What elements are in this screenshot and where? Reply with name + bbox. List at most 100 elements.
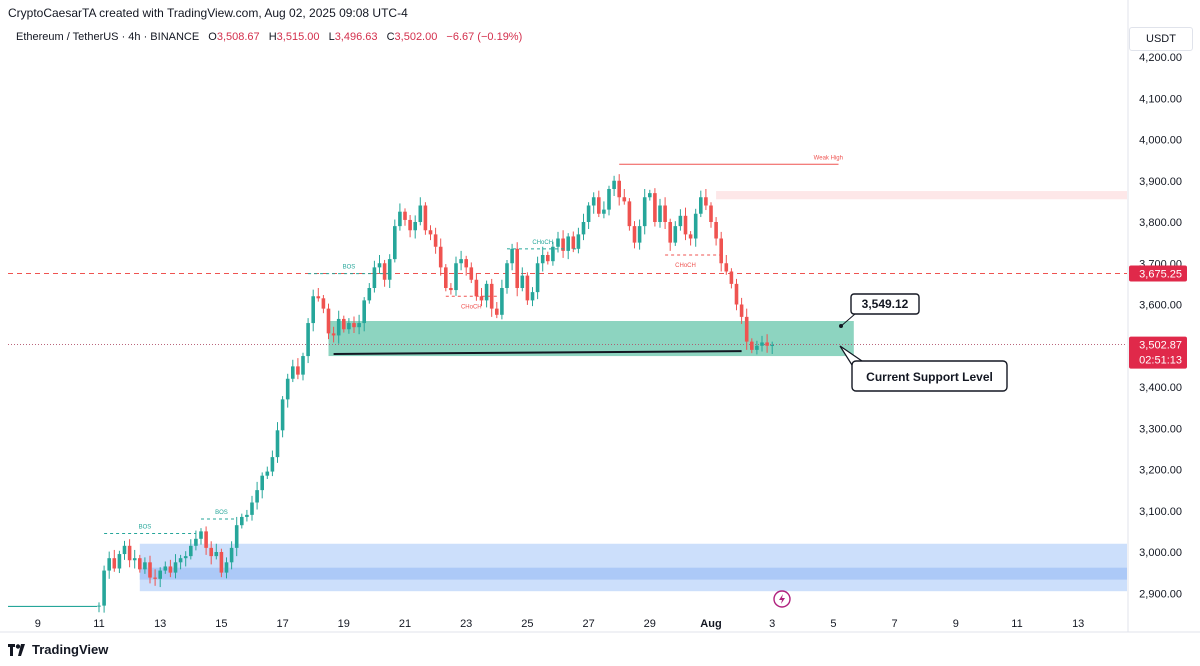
x-tick-label: 9: [35, 618, 41, 630]
candle-body: [178, 558, 183, 563]
candle-body: [408, 219, 412, 231]
low-value: 3,496.63: [334, 31, 378, 43]
candle-body: [474, 279, 479, 297]
low-label: L: [328, 31, 335, 43]
candle-body: [224, 562, 229, 573]
x-tick-label: 11: [1011, 618, 1022, 630]
candle-body: [489, 283, 494, 309]
candle-body: [209, 547, 213, 557]
candle-body: [275, 430, 280, 458]
y-tick-label: 3,200.00: [1139, 465, 1182, 477]
candle-body: [311, 296, 315, 324]
candle-body: [291, 366, 295, 379]
candle-body: [734, 283, 739, 305]
candle-body: [342, 318, 346, 330]
candle-body: [653, 193, 657, 222]
candle-body: [469, 267, 474, 280]
price-tag-current-text: 3,502.87: [1139, 340, 1182, 352]
candle-body: [398, 211, 402, 227]
candle-body: [127, 545, 132, 561]
candle-body: [107, 558, 111, 571]
annotation-label: CHoCH: [532, 240, 553, 246]
close-value: 3,502.00: [394, 31, 438, 43]
candle-body: [163, 566, 168, 571]
annotation-label: CHoCH: [675, 263, 696, 269]
candle-body: [352, 323, 356, 328]
candle-body: [673, 226, 678, 243]
x-tick-label: 7: [892, 618, 898, 630]
demand-zone-inner: [139, 567, 1128, 580]
candle-body: [632, 226, 637, 243]
candle-body: [112, 558, 117, 569]
candle-body: [260, 475, 264, 491]
x-tick-label: 9: [953, 618, 959, 630]
candle-body: [546, 255, 550, 262]
candle-body: [382, 263, 387, 280]
candle-body: [219, 552, 224, 573]
candle-body: [444, 267, 448, 288]
candle-body: [234, 525, 239, 548]
candle-body: [316, 296, 321, 299]
price-tag-current: [1129, 336, 1187, 369]
y-tick-label: 4,000.00: [1139, 135, 1182, 147]
candle-body: [709, 205, 713, 222]
candle-body: [418, 205, 423, 222]
price-tag-resistance: [1129, 265, 1187, 282]
candle-body: [372, 267, 377, 288]
candle-body: [265, 471, 270, 476]
x-tick-label: 23: [460, 618, 472, 630]
candle-body: [510, 248, 514, 264]
x-tick-label: 25: [521, 618, 533, 630]
y-tick-label: 3,600.00: [1139, 300, 1182, 312]
candle-body: [387, 259, 392, 280]
symbol-title[interactable]: Ethereum / TetherUS · 4h · BINANCE: [16, 31, 200, 43]
tradingview-logo-icon: [8, 643, 25, 656]
symbol-legend: Ethereum / TetherUS · 4h · BINANCE O 3,50…: [16, 31, 522, 43]
tradingview-logo: TradingView: [8, 642, 108, 657]
candle-body: [183, 556, 188, 559]
candle-body: [505, 263, 509, 288]
candle-body: [704, 197, 708, 206]
candle-body: [280, 399, 285, 431]
candle-body: [566, 236, 570, 251]
candle-body: [729, 271, 734, 284]
candle-body: [612, 180, 616, 189]
currency-selector[interactable]: USDT: [1129, 27, 1193, 51]
x-tick-label: 13: [1072, 618, 1084, 630]
high-value: 3,515.00: [276, 31, 320, 43]
open-label: O: [208, 31, 217, 43]
candle-body: [326, 308, 331, 334]
x-tick-label: 5: [830, 618, 836, 630]
support-line: [333, 350, 742, 355]
candle-body: [306, 323, 310, 357]
candle-body: [484, 283, 489, 301]
event-lightning-bolt: [779, 594, 785, 604]
candle-body: [648, 193, 652, 198]
candle-body: [393, 226, 397, 260]
candle-body: [591, 197, 596, 206]
candle-body: [765, 342, 769, 346]
price-tag-resistance-text: 3,675.25: [1139, 268, 1182, 280]
candle-body: [750, 341, 754, 350]
candle-body: [495, 308, 499, 315]
candle-body: [449, 288, 453, 291]
callout-price-box: [850, 293, 920, 315]
candle-body: [622, 197, 627, 202]
y-tick-label: 4,200.00: [1139, 52, 1182, 64]
callout-support-pointer: [839, 345, 863, 366]
y-tick-label: 3,300.00: [1139, 423, 1182, 435]
candle-body: [755, 345, 759, 350]
candle-body: [479, 296, 484, 301]
candle-body: [336, 318, 341, 336]
candle-body: [138, 558, 142, 570]
y-tick-label: 3,400.00: [1139, 382, 1182, 394]
candle-body: [367, 288, 372, 301]
callout-support-text: Current Support Level: [866, 370, 993, 384]
candle-body: [602, 209, 606, 214]
candle-body: [321, 298, 326, 309]
candle-body: [464, 259, 468, 268]
candle-body: [158, 570, 162, 579]
annotation-label: CHoCH: [461, 304, 482, 310]
candle-body: [663, 205, 667, 222]
